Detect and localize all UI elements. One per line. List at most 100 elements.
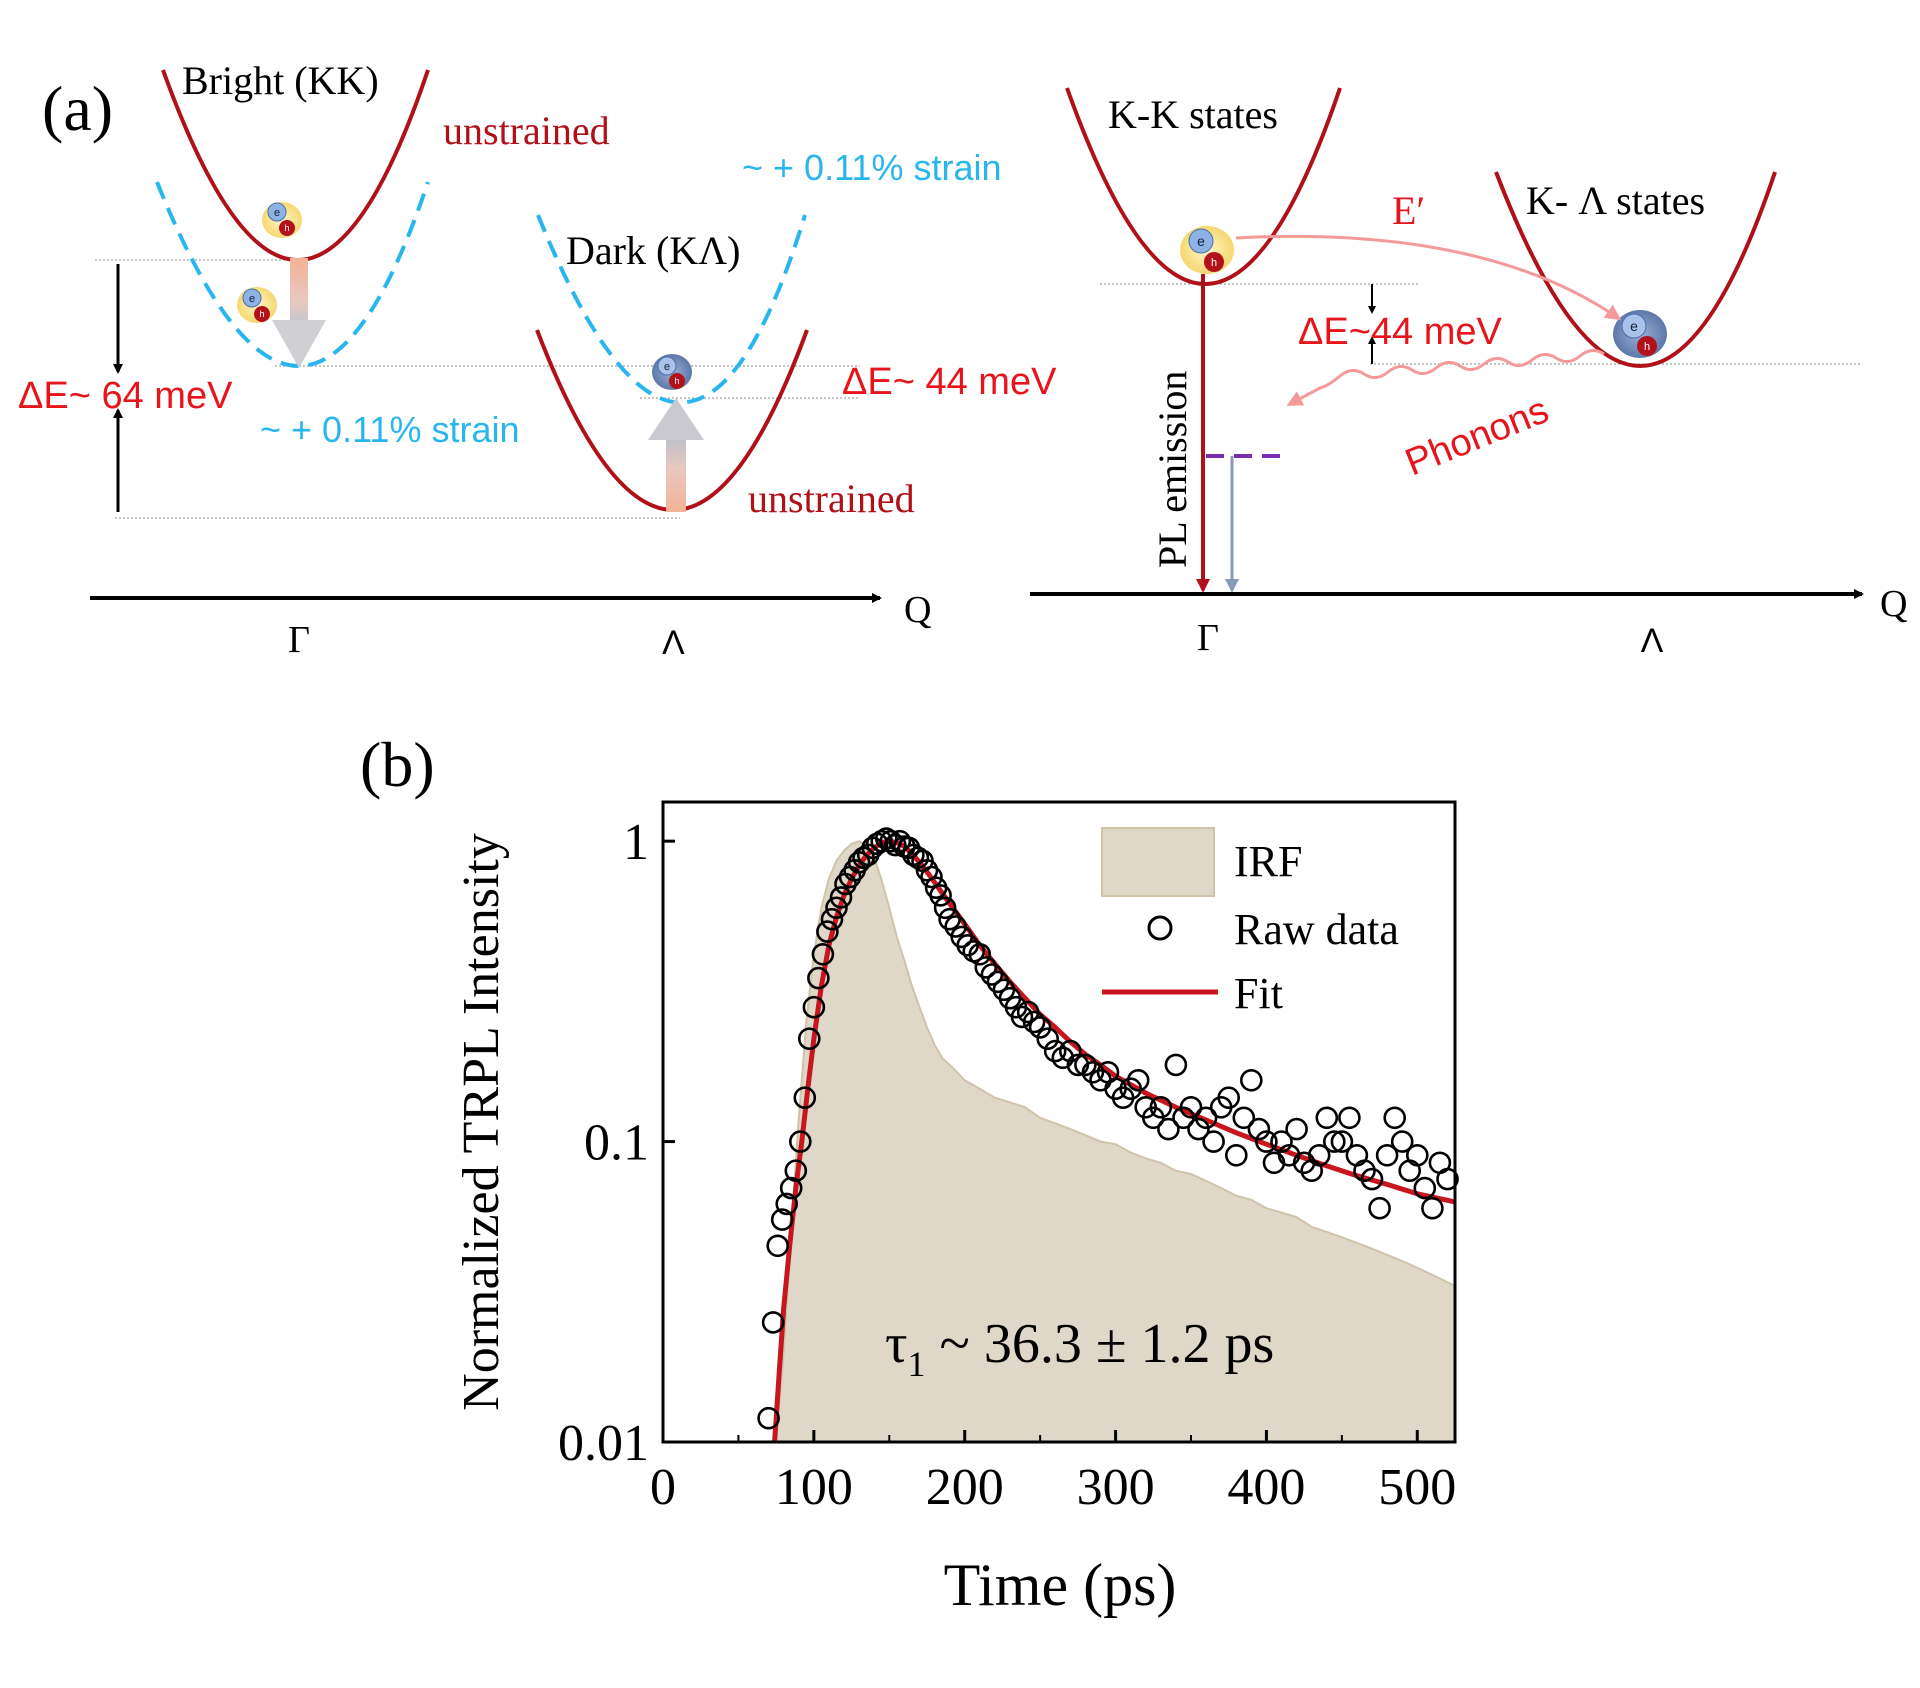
raw-data-point [1232,1106,1256,1130]
panel-b-label: (b) [360,729,435,800]
raw-data-point [915,858,939,882]
svg-text:e: e [1630,318,1638,334]
raw-data-point [870,829,894,853]
raw-data-point [766,1234,790,1258]
klambda-states-label: K- Λ states [1526,178,1705,223]
raw-data-point [1421,1196,1444,1220]
gamma-label-left: Γ [288,619,310,661]
raw-data-point [933,896,957,920]
panel-b: (b) 0 100 200 300 400 500 0.01 0.1 1 Time (ps) N… [360,729,1459,1618]
raw-data-point [1202,1130,1225,1153]
svg-text:e: e [249,293,255,305]
raw-data-point [1270,1130,1293,1153]
legend-fit-label: Fit [1234,969,1283,1018]
raw-data-point [1390,1130,1414,1153]
dark-klambda-label: Dark (KΛ) [566,228,741,273]
raw-data-point [820,907,844,931]
raw-data-point [1398,1159,1421,1182]
raw-data-point [793,1086,817,1109]
unstrained-label-bottom: unstrained [748,476,915,521]
delta-e-64-label: ΔE~ 64 meV [18,375,233,417]
q-axis-label-right: Q [1880,583,1907,625]
raw-data-point [1157,1117,1180,1141]
x-tick-label: 500 [1378,1459,1456,1516]
svg-text:e: e [664,361,670,373]
phonons-label: Phonons [1400,389,1555,484]
delta-e-44-label: ΔE~ 44 meV [842,361,1057,403]
raw-data-point [829,886,853,909]
raw-data-point [1375,1144,1399,1167]
irf-area [775,840,1456,1443]
y-tick-label: 0.01 [558,1415,649,1472]
x-axis-title: Time (ps) [944,1552,1177,1618]
raw-data-point [784,1159,808,1182]
raw-data-point [980,963,1004,986]
q-axis-label-left: Q [904,589,931,631]
raw-data-point [807,966,830,990]
raw-data-point [1383,1106,1406,1130]
raw-data-point [1285,1117,1308,1141]
x-tick-label: 100 [775,1459,853,1516]
strain-shift-arrow-up [648,398,704,512]
svg-text:h: h [259,309,264,319]
raw-data-point [1255,1130,1278,1153]
strain-label-bottom: ~ + 0.11% strain [260,409,520,450]
irf-layer [775,840,1456,1443]
raw-data-point [761,1311,785,1334]
raw-data-point [1126,1069,1150,1092]
trpl-plot [757,827,1459,1443]
raw-data-layer [757,827,1459,1430]
unstrained-label-top: unstrained [443,108,610,153]
y-tick-label: 0.1 [584,1115,649,1172]
raw-data-point [1240,1069,1263,1092]
raw-data-point [1149,1096,1173,1119]
raw-data-point [1074,1053,1097,1077]
svg-text:h: h [674,376,679,386]
raw-data-point [929,884,952,907]
x-tick-label: 300 [1077,1459,1155,1516]
raw-data-point [811,942,835,966]
legend-raw-label: Raw data [1234,905,1399,954]
raw-data-point [1081,1061,1105,1084]
exciton-bright-unstrained: e h [262,202,302,238]
raw-data-point [974,956,998,979]
raw-data-point [1194,1106,1218,1130]
raw-data-point [1413,1176,1437,1200]
legend-irf-label: IRF [1234,837,1302,886]
raw-data-point [825,896,848,920]
raw-data-point [797,1027,821,1050]
raw-data-point [1187,1117,1210,1141]
raw-data-point [920,865,943,889]
raw-data-point [1406,1144,1429,1167]
raw-data-point [1338,1106,1361,1130]
lambda-label-left: Λ [662,624,685,662]
raw-data-point [1345,1144,1369,1167]
plot-frame [661,800,1457,1444]
raw-data-point [1323,1130,1346,1153]
kk-parabola [1065,87,1342,286]
raw-data-point [788,1130,812,1153]
dark-strained-parabola [536,214,807,405]
raw-data-point [779,1176,803,1200]
legend-irf-swatch [1101,827,1215,897]
raw-data-point [1360,1167,1384,1191]
exciton-bright-strained: e h [237,287,277,323]
axis-ticks: 0 100 200 300 400 500 0.01 0.1 1 [558,814,1456,1516]
raw-data-point [938,907,961,931]
raw-data-point [775,1192,799,1216]
legend-raw-marker [1147,915,1173,941]
raw-data-point [1164,1053,1188,1077]
raw-data-point [1043,1039,1067,1063]
svg-text:h: h [284,223,289,233]
pl-emission-label: PL emission [1150,371,1195,568]
e-prime-label: E′ [1392,188,1425,233]
raw-data-point [770,1208,794,1231]
raw-data-point [1217,1086,1240,1109]
exciton-dark-strained: e h [652,354,692,390]
raw-data-point [1010,1005,1034,1029]
raw-data-point [1225,1144,1248,1167]
exciton-klambda: e h [1613,310,1667,358]
raw-data-point [1307,1144,1331,1167]
delta-e-44-right-label: ΔE~44 meV [1298,311,1503,353]
raw-data-point [1330,1130,1354,1153]
